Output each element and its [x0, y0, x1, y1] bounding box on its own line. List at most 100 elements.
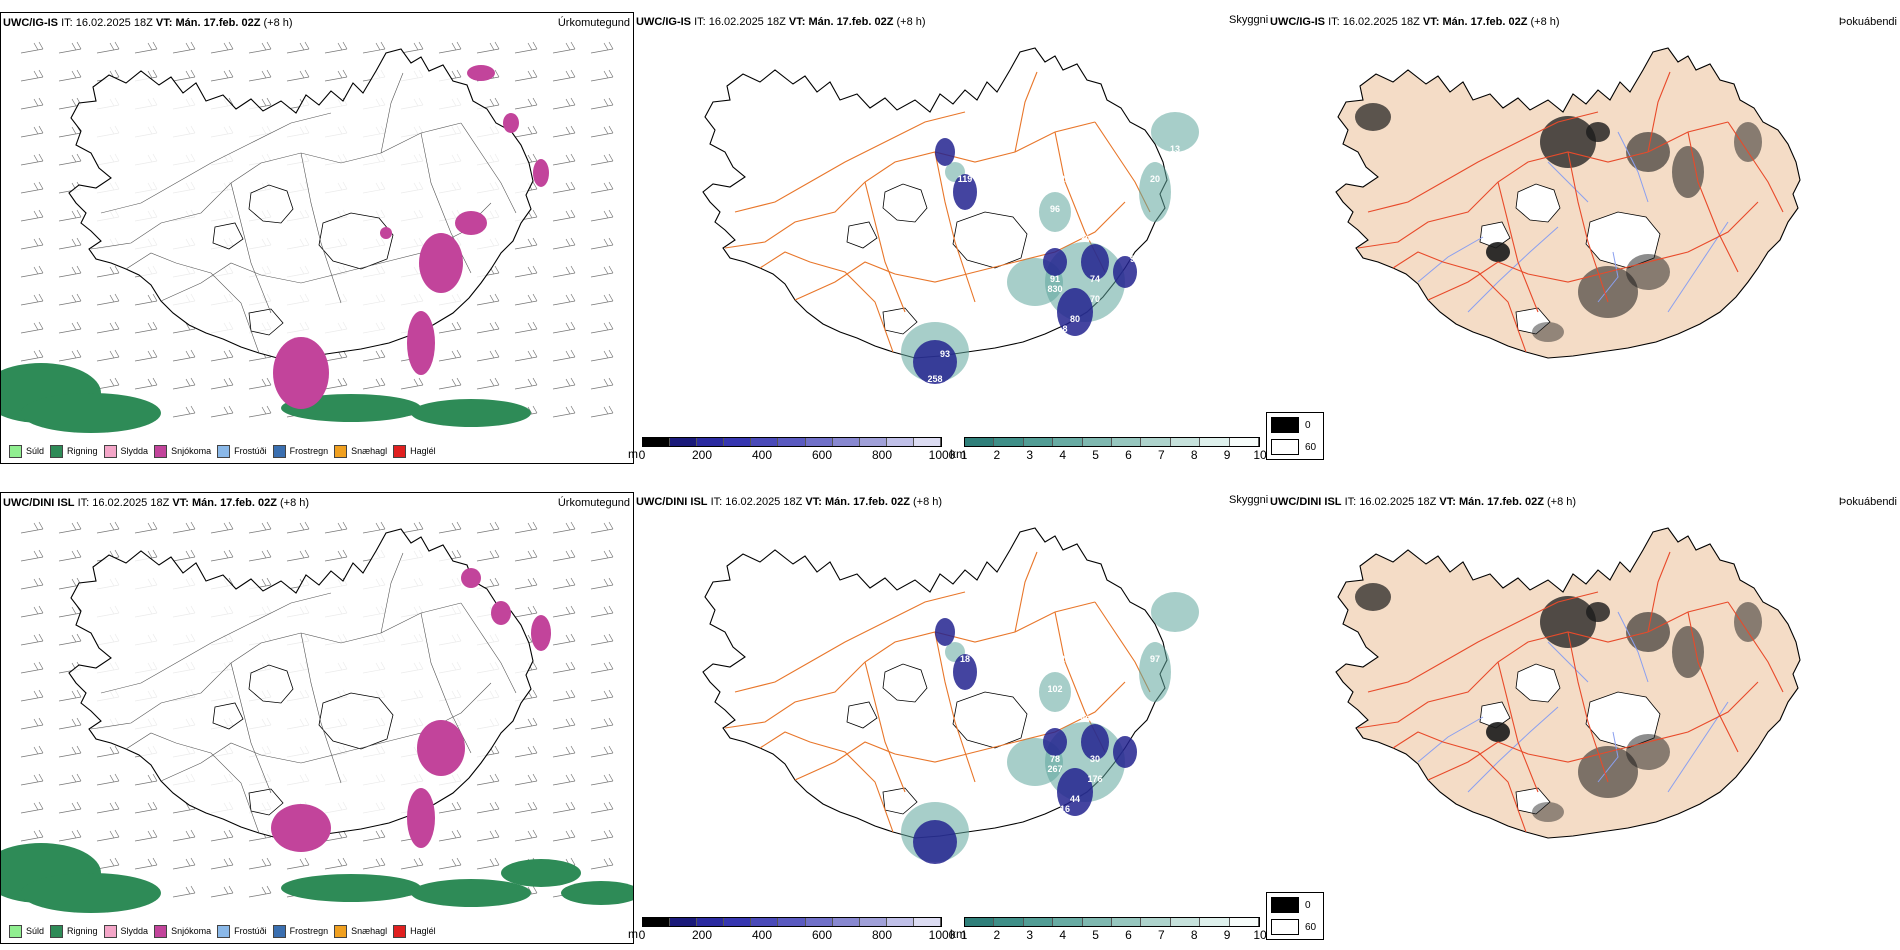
colorbar-tick-label: 8	[1190, 448, 1198, 462]
legend-label: Rigning	[67, 446, 98, 456]
colorbar-bin	[778, 438, 806, 446]
colorbar-tick-label: 400	[751, 928, 773, 942]
colorbar-unit: m	[628, 927, 638, 941]
ceiling-visibility-panel-bottom: UWC/DINI ISL IT: 16.02.2025 18Z VT: Mán.…	[628, 492, 1268, 944]
colorbar-bin	[697, 918, 725, 926]
colorbar-bin	[994, 918, 1024, 926]
fog-indicator-panel-top: UWC/IG-IS IT: 16.02.2025 18Z VT: Mán. 17…	[1266, 12, 1900, 464]
legend-label: Súld	[26, 926, 45, 936]
colorbar-tick-label: 10	[1253, 928, 1267, 942]
ceiling-value-label: 13	[1170, 144, 1180, 154]
colorbar-bin	[832, 918, 860, 926]
legend-label: Snjókoma	[171, 446, 212, 456]
colorbar-tick-label: 0	[638, 448, 646, 462]
visibility-colorbar: 1 2 3 4 5 6 7 8 9 10 km	[950, 917, 1267, 942]
colorbar-tick-label: 1000	[928, 928, 956, 942]
ceiling-value-label: 30	[1090, 754, 1100, 764]
ceiling-value-label: 93	[940, 349, 950, 359]
colorbar-tick-label: 6	[1125, 448, 1132, 462]
colorbar-bin	[643, 918, 671, 926]
colorbar-tick-label: 2	[993, 448, 1001, 462]
ceiling-value-label: 176	[1087, 774, 1102, 784]
legend-label: Frostregn	[289, 926, 329, 936]
ceiling-value-label: 94	[1130, 254, 1140, 264]
ceiling-value-label: 91	[970, 644, 980, 654]
fog-legend-row: 0	[1271, 895, 1319, 915]
colorbar-bin	[965, 438, 995, 446]
ceiling-value-label: 176	[947, 384, 962, 394]
legend-swatch	[9, 444, 22, 458]
legend-label: Súld	[26, 446, 45, 456]
colorbar-tick-label: 800	[871, 448, 893, 462]
colorbar-tick-label: 4	[1059, 448, 1066, 462]
colorbar-tick-label: 8	[1190, 928, 1198, 942]
colorbar-tick-label: 600	[811, 448, 833, 462]
ceiling-value-label: 20	[1150, 174, 1160, 184]
ceiling-value-label: 258	[927, 374, 942, 384]
legend-swatch	[9, 924, 22, 938]
colorbar-tick-label: 9	[1223, 928, 1231, 942]
precip-type-legend: Súld Rigning Slydda Snjókoma Frostúði Frostre…	[3, 921, 436, 941]
colorbar-tick-label: 7	[1157, 928, 1165, 942]
legend-swatch	[154, 924, 168, 938]
precip-type-map	[1, 41, 614, 433]
fog-legend-row: 60	[1271, 917, 1319, 937]
colorbar-strip	[642, 437, 942, 447]
colorbar-tick-label: 800	[871, 928, 893, 942]
colorbar-bin	[724, 918, 752, 926]
ceiling-value-label: 20	[1060, 654, 1070, 664]
colorbar-tick-label: 10	[1253, 448, 1267, 462]
legend-label: Snæhagl	[351, 926, 388, 936]
colorbar-bin	[670, 438, 698, 446]
colorbar-tick-label: 3	[1026, 928, 1034, 942]
colorbar-tick-label: 9	[1223, 448, 1231, 462]
panel-title: UWC/IG-IS IT: 16.02.2025 18Z VT: Mán. 17…	[3, 17, 293, 29]
ceiling-visibility-panel-top: UWC/IG-IS IT: 16.02.2025 18Z VT: Mán. 17…	[628, 12, 1268, 464]
colorbar-bin	[1229, 918, 1260, 926]
fog-indicator-panel-bottom: UWC/DINI ISL IT: 16.02.2025 18Z VT: Mán.…	[1266, 492, 1900, 944]
panel-title: UWC/DINI ISL IT: 16.02.2025 18Z VT: Mán.…	[3, 497, 310, 509]
ceiling-value-label: 80	[1070, 314, 1080, 324]
colorbar-bin	[1112, 438, 1142, 446]
colorbar-bin	[832, 438, 860, 446]
ceiling-value-label: 18	[960, 654, 970, 664]
legend-label: 0	[1305, 419, 1311, 431]
colorbar-unit: km	[950, 447, 966, 461]
colorbar-bin	[751, 438, 779, 446]
colorbar-tick-label: 1000	[928, 448, 956, 462]
precip-type-map	[1, 521, 633, 913]
colorbar-bin	[805, 918, 833, 926]
colorbar-bin	[1170, 918, 1201, 926]
ceiling-value-label: 30	[1080, 234, 1090, 244]
ceiling-value-label: 87	[960, 139, 970, 149]
colorbar-tick-label: 1	[960, 928, 968, 942]
ceiling-value-label: 16	[1060, 804, 1070, 814]
legend-swatch	[50, 924, 64, 938]
colorbar-bin	[1053, 438, 1083, 446]
colorbar-tick-label: 200	[691, 448, 713, 462]
colorbar-bin	[670, 918, 698, 926]
ceiling-value-label: 102	[1047, 684, 1062, 694]
colorbar-bin	[1200, 438, 1230, 446]
fog-legend-row: 0	[1271, 415, 1319, 435]
legend-label: Rigning	[67, 926, 98, 936]
legend-label: 60	[1305, 921, 1317, 933]
ceiling-value-label: 119	[958, 174, 973, 184]
legend-swatch	[1271, 919, 1299, 935]
panel-title: UWC/IG-IS IT: 16.02.2025 18Z VT: Mán. 17…	[636, 16, 926, 28]
colorbar-bin	[1170, 438, 1201, 446]
colorbar-bin	[1112, 918, 1142, 926]
colorbar-bin	[1082, 438, 1113, 446]
colorbar-tick-label: 400	[751, 448, 773, 462]
ceiling-value-label: 97	[980, 124, 990, 134]
legend-label: Frostregn	[289, 446, 329, 456]
panel-title: UWC/IG-IS IT: 16.02.2025 18Z VT: Mán. 17…	[1270, 16, 1560, 28]
ceiling-value-label: 267	[1047, 764, 1062, 774]
colorbar-bin	[1229, 438, 1260, 446]
ceiling-colorbar: 0 200 400 600 800 1000 m	[628, 917, 955, 942]
field-name: Úrkomutegund	[557, 497, 630, 509]
ceiling-value-label: 78	[1050, 754, 1060, 764]
ceiling-value-label: 70	[1090, 294, 1100, 304]
